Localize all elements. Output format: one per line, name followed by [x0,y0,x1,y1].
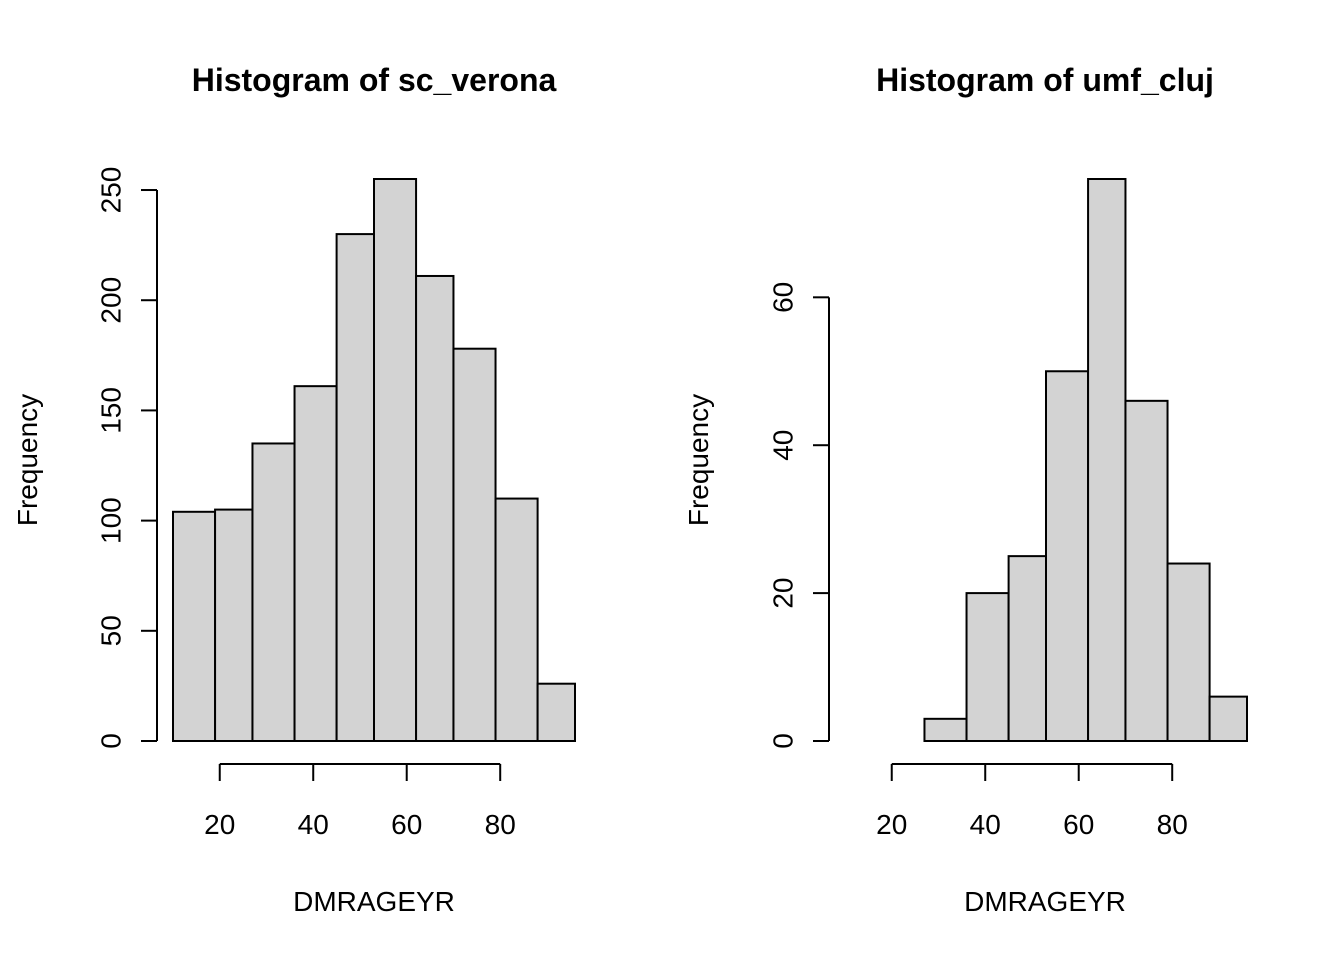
y-tick-label: 50 [95,615,126,646]
y-tick-label: 100 [95,497,126,544]
y-tick-label: 40 [767,430,798,461]
histogram-bar [536,682,577,743]
x-tick-label: 80 [1157,809,1188,840]
x-axis-label: DMRAGEYR [293,886,455,917]
y-axis-label: Frequency [683,394,714,526]
chart-title: Histogram of sc_verona [192,62,557,98]
y-tick-label: 200 [95,277,126,324]
y-tick-label: 20 [767,578,798,609]
x-tick-label: 60 [1063,809,1094,840]
histogram-bar [373,178,418,742]
x-tick-label: 80 [485,809,516,840]
chart-title: Histogram of umf_cluj [876,62,1214,98]
histogram-bar [1007,555,1048,743]
x-axis-label: DMRAGEYR [964,886,1126,917]
histogram-bar [1124,399,1169,742]
histogram-bar [452,347,497,742]
y-tick-label: 0 [767,733,798,749]
histogram-bar [335,233,375,742]
y-tick-label: 0 [95,733,126,749]
x-tick-label: 20 [204,809,235,840]
histogram-bar [293,385,338,742]
histogram-bar [214,508,254,742]
y-tick-label: 150 [95,387,126,434]
histogram-bar [1208,695,1248,743]
histogram-bar [1166,562,1211,742]
histogram-bar [172,510,217,742]
histogram-bar [251,442,296,742]
histogram-bar [494,497,539,742]
x-tick-label: 60 [391,809,422,840]
x-tick-label: 40 [970,809,1001,840]
histogram-bar [1087,178,1127,742]
y-tick-label: 60 [767,282,798,313]
y-axis-label: Frequency [12,394,43,526]
histogram-bar [923,717,968,743]
histogram-bar [1045,370,1090,742]
x-tick-label: 40 [298,809,329,840]
histogram-bar [415,274,455,742]
y-tick-label: 250 [95,167,126,214]
x-tick-label: 20 [876,809,907,840]
histogram-bar [965,592,1010,743]
